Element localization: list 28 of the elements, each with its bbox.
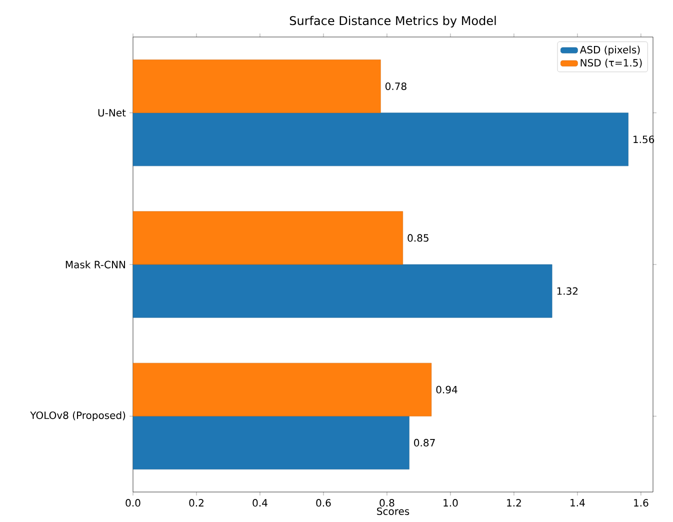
bar bbox=[132, 416, 410, 470]
x-tick-label: 1.6 bbox=[634, 499, 648, 507]
y-tick-label: U-Net bbox=[98, 109, 126, 117]
x-tick-label: 0.6 bbox=[316, 499, 331, 507]
bar bbox=[132, 112, 628, 166]
data-label: 0.94 bbox=[436, 386, 458, 394]
legend-label: NSD (τ=1.5) bbox=[580, 58, 642, 68]
x-axis-title: Scores bbox=[377, 507, 410, 516]
bar bbox=[132, 264, 552, 318]
bar bbox=[132, 362, 432, 416]
y-tick-label: YOLOv8 (Proposed) bbox=[30, 411, 126, 422]
data-label: 1.56 bbox=[634, 136, 654, 144]
bar bbox=[132, 211, 403, 265]
bar bbox=[132, 60, 381, 113]
x-tick-label: 0.8 bbox=[380, 499, 394, 507]
data-label: 0.87 bbox=[414, 438, 435, 446]
legend-label: ASD (pixels) bbox=[580, 46, 640, 56]
x-tick-label: 0.4 bbox=[252, 499, 268, 507]
x-tick-label: 1.4 bbox=[570, 499, 585, 506]
data-label: 0.85 bbox=[408, 234, 428, 242]
chart-title: Surface Distance Metrics by Model bbox=[290, 16, 496, 28]
x-tick-label: 1.0 bbox=[444, 499, 458, 507]
x-tick-label: 1.2 bbox=[507, 499, 521, 506]
x-tick-label: 0.0 bbox=[126, 499, 140, 507]
data-label: 1.32 bbox=[557, 287, 578, 295]
x-tick-label: 0.2 bbox=[189, 499, 204, 507]
data-label: 0.78 bbox=[385, 82, 406, 90]
y-tick-label: Mask R-CNN bbox=[66, 260, 125, 268]
